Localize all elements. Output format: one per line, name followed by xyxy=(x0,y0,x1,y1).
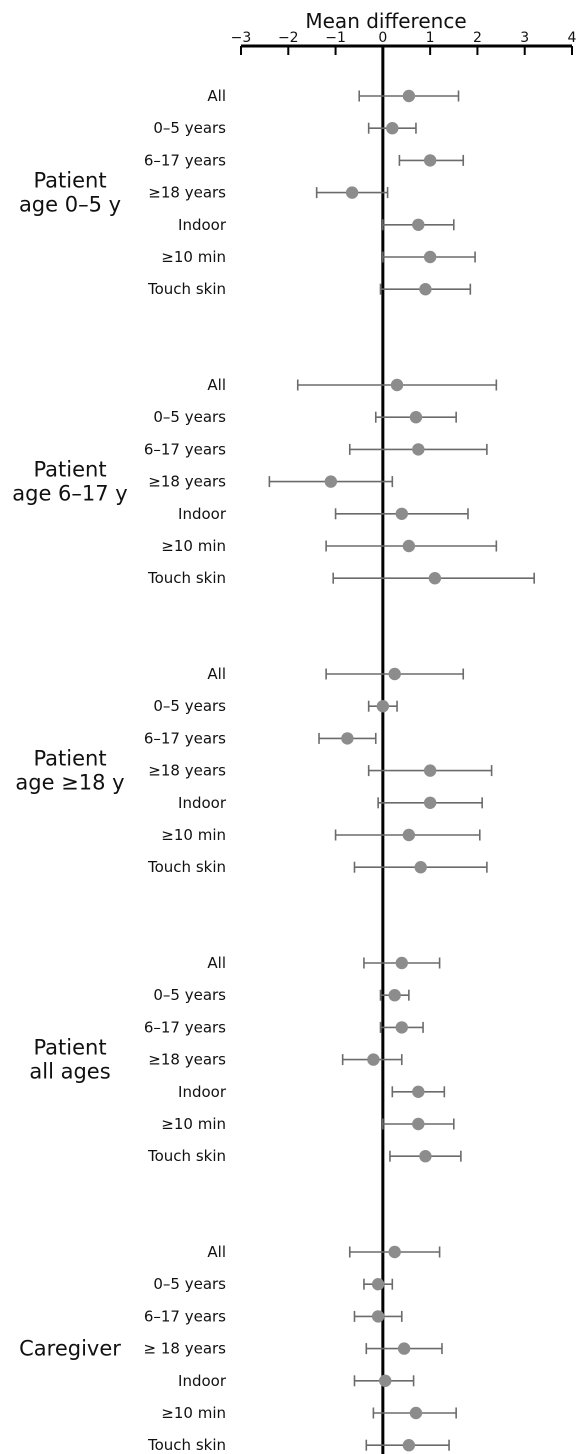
mean-marker xyxy=(412,1085,425,1099)
row-label: 0–5 years xyxy=(153,986,226,1004)
row-label: ≥18 years xyxy=(148,1051,226,1069)
mean-marker xyxy=(388,1245,401,1259)
group-label: age ≥18 y xyxy=(15,771,124,795)
group-label: Patient xyxy=(33,458,106,482)
row-label: Touch skin xyxy=(147,1147,226,1165)
mean-marker xyxy=(388,667,401,681)
row-label: Indoor xyxy=(178,1372,227,1390)
row-label: 0–5 years xyxy=(153,1275,226,1293)
row-label: ≥10 min xyxy=(161,1404,226,1422)
x-tick-label: 3 xyxy=(520,30,529,46)
mean-marker xyxy=(423,250,437,264)
mean-marker xyxy=(371,1310,385,1323)
row-label: All xyxy=(207,87,226,105)
mean-marker xyxy=(423,796,437,809)
x-axis: −3 −2 −1 0 1 2 3 4 xyxy=(231,30,577,1454)
mean-marker xyxy=(390,378,404,392)
group-label: age 0–5 y xyxy=(19,193,121,217)
row-label: 0–5 years xyxy=(153,697,226,715)
mean-marker xyxy=(423,764,437,777)
mean-marker xyxy=(412,1117,425,1131)
group-label: Patient xyxy=(33,1036,106,1060)
mean-marker xyxy=(395,1021,408,1034)
x-axis-label: Mean difference xyxy=(305,9,466,33)
mean-marker xyxy=(412,443,425,456)
row-label: ≥10 min xyxy=(161,537,226,555)
mean-marker xyxy=(388,989,401,1002)
mean-marker xyxy=(341,732,354,745)
mean-marker xyxy=(402,539,416,553)
mean-marker xyxy=(428,572,442,585)
row-label: ≥18 years xyxy=(148,762,226,780)
row-label: 0–5 years xyxy=(153,119,226,137)
mean-marker xyxy=(371,1278,385,1291)
group-label: Patient xyxy=(33,747,106,771)
x-tick-label: −3 xyxy=(231,30,252,46)
row-label: Touch skin xyxy=(147,858,226,876)
mean-marker xyxy=(324,475,338,488)
row-label: ≥18 years xyxy=(148,184,226,202)
row-label: 6–17 years xyxy=(144,729,226,747)
x-tick-label: 0 xyxy=(378,30,387,46)
row-label: Touch skin xyxy=(147,1436,226,1454)
group-label: Caregiver xyxy=(19,1337,121,1361)
row-label: Touch skin xyxy=(147,280,226,298)
x-tick-label: 2 xyxy=(473,30,482,46)
mean-marker xyxy=(402,89,416,103)
mean-marker xyxy=(419,1150,432,1163)
mean-marker xyxy=(395,956,408,970)
row-label: Indoor xyxy=(178,505,227,523)
row-label: ≥ 18 years xyxy=(144,1340,227,1358)
x-tick-label: −2 xyxy=(278,30,299,46)
row-label: 6–17 years xyxy=(144,151,226,169)
mean-marker xyxy=(402,1439,416,1452)
row-label: All xyxy=(207,1243,226,1261)
row-label: Indoor xyxy=(178,794,227,812)
row-label: ≥10 min xyxy=(161,1115,226,1133)
x-tick-label: 1 xyxy=(426,30,435,46)
mean-marker xyxy=(367,1053,380,1066)
row-label: Indoor xyxy=(178,1083,227,1101)
mean-marker xyxy=(386,122,399,135)
mean-marker xyxy=(379,1374,392,1388)
row-label: Touch skin xyxy=(147,569,226,587)
mean-marker xyxy=(414,861,427,874)
row-label: ≥18 years xyxy=(148,473,226,491)
mean-marker xyxy=(423,154,437,167)
mean-marker xyxy=(412,218,425,231)
row-label: ≥10 min xyxy=(161,248,226,266)
mean-marker xyxy=(376,700,390,713)
row-label: Indoor xyxy=(178,216,227,234)
row-label: All xyxy=(207,665,226,683)
mean-marker xyxy=(397,1342,411,1355)
forest-group: Caregiver All 0–5 years 6–17 years ≥ 18 year… xyxy=(19,1243,457,1454)
x-tick-label: 4 xyxy=(568,30,577,46)
row-label: 0–5 years xyxy=(153,408,226,426)
mean-marker xyxy=(402,828,416,842)
mean-marker xyxy=(409,411,423,424)
group-label: age 6–17 y xyxy=(12,482,127,506)
group-label: Patient xyxy=(33,169,106,193)
mean-marker xyxy=(395,507,408,520)
group-label: all ages xyxy=(29,1060,110,1084)
row-label: All xyxy=(207,954,226,972)
x-tick-label: −1 xyxy=(325,30,346,46)
row-label: 6–17 years xyxy=(144,1018,226,1036)
row-label: All xyxy=(207,376,226,394)
mean-marker xyxy=(419,283,432,296)
row-label: ≥10 min xyxy=(161,826,226,844)
row-label: 6–17 years xyxy=(144,1307,226,1325)
mean-marker xyxy=(345,186,359,199)
mean-marker xyxy=(409,1406,423,1420)
row-label: 6–17 years xyxy=(144,440,226,458)
